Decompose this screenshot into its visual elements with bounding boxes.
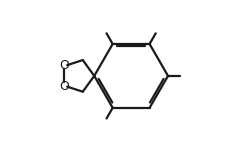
Text: O: O bbox=[59, 80, 69, 93]
Text: O: O bbox=[59, 59, 69, 72]
